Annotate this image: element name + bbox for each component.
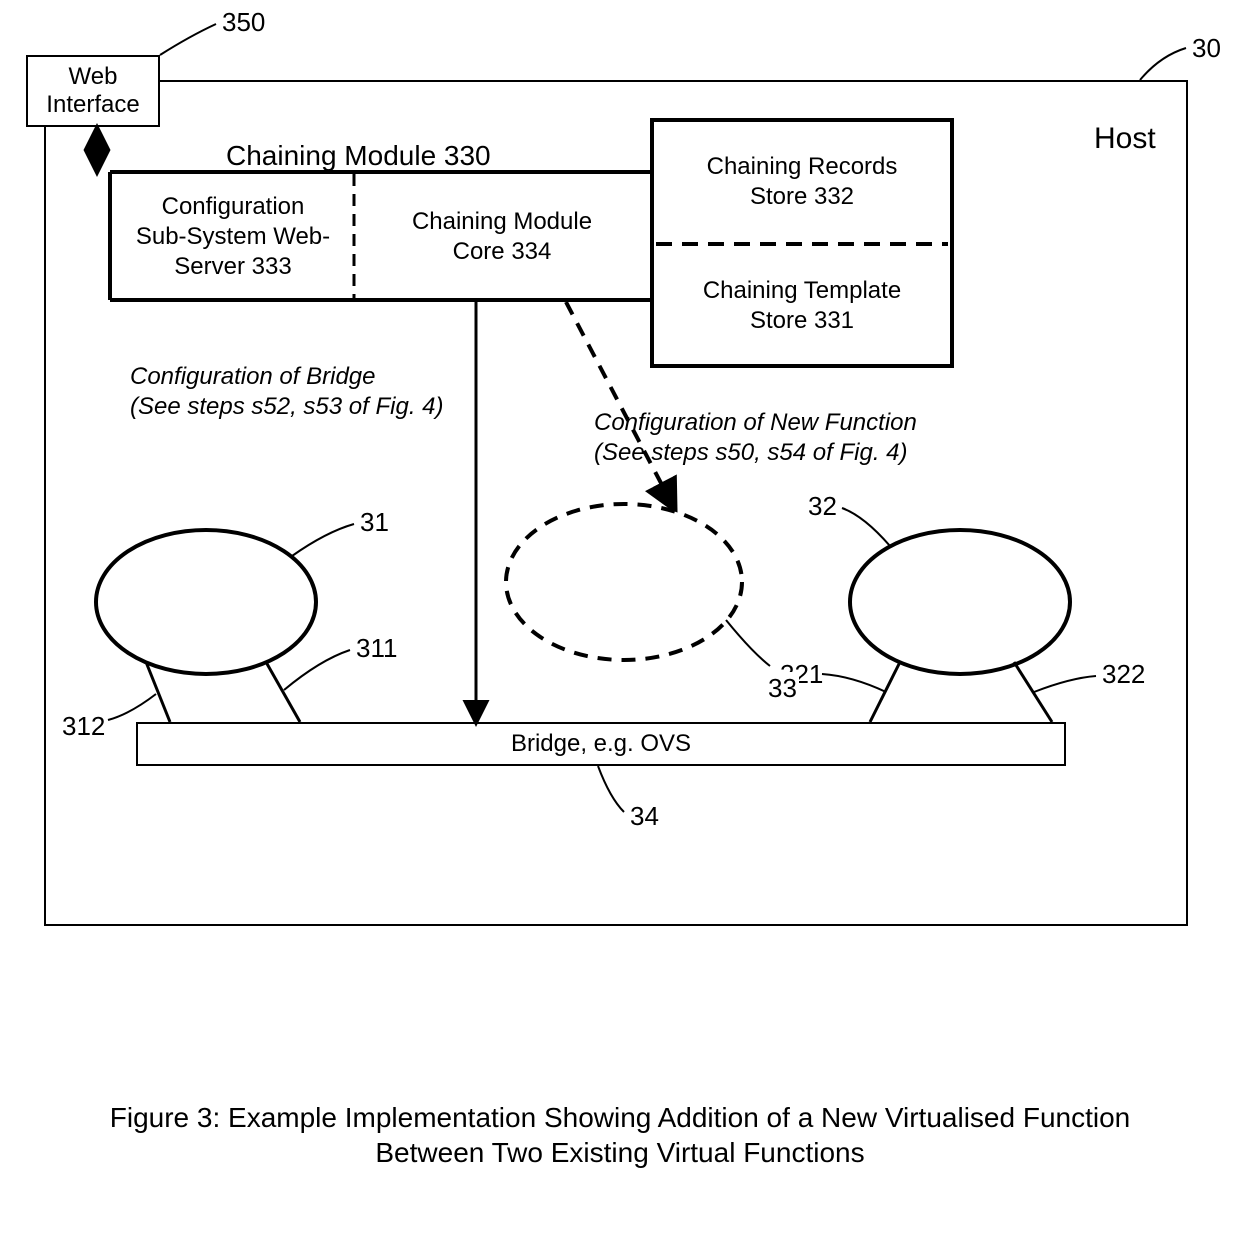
bridge-cfg-label: Configuration of Bridge (See steps s52, … (130, 362, 444, 422)
ref-350: 350 (222, 6, 265, 39)
newfn-cfg-label: Configuration of New Function (See steps… (594, 408, 917, 468)
ref-32: 32 (808, 490, 837, 523)
ref-34: 34 (630, 800, 659, 833)
template-line2: Store 331 (750, 307, 854, 334)
vf2-line1: Virtual (926, 558, 994, 585)
chaining-module-title: Chaining Module 330 (226, 138, 491, 173)
config-ws-line1: Configuration (162, 193, 305, 220)
vf3-line2: Virtual (590, 553, 658, 580)
vf1-text: Virtual Function VF1 (106, 548, 306, 656)
bridge-box: Bridge, e.g. OVS (136, 722, 1066, 766)
ref-33: 33 (766, 672, 799, 705)
vf1-line2: Function (160, 588, 252, 615)
ref-312: 312 (62, 710, 105, 743)
vf1-line3: VF1 (184, 618, 228, 645)
web-interface-line2: Interface (46, 91, 139, 118)
vf2-text: Virtual Function VF2 (860, 548, 1060, 656)
vf2-line2: Function (914, 588, 1006, 615)
host-label: Host (1094, 120, 1156, 158)
config-ws-line3: Server 333 (174, 253, 291, 280)
vf3-text: New Virtual Function VF3 (520, 514, 728, 650)
records-label: Chaining Records Store 332 (654, 124, 950, 240)
records-line2: Store 332 (750, 183, 854, 210)
newfn-cfg-line2: (See steps s50, s54 of Fig. 4) (594, 439, 908, 466)
core-line1: Chaining Module (412, 208, 592, 235)
vf3-line3: Function (578, 583, 670, 610)
template-line1: Chaining Template (703, 277, 901, 304)
ref-311: 311 (356, 632, 397, 665)
records-line1: Chaining Records (707, 153, 898, 180)
config-ws-line2: Sub-System Web- (136, 223, 330, 250)
figure-caption: Figure 3: Example Implementation Showing… (0, 1100, 1240, 1170)
ref-30: 30 (1192, 32, 1221, 65)
web-interface-box: Web Interface (26, 55, 160, 127)
newfn-cfg-line1: Configuration of New Function (594, 409, 917, 436)
web-interface-line1: Web (69, 63, 118, 90)
vf1-line1: Virtual (172, 558, 240, 585)
bridge-cfg-line2: (See steps s52, s53 of Fig. 4) (130, 393, 444, 420)
template-label: Chaining Template Store 331 (654, 248, 950, 364)
ref-31: 31 (360, 506, 389, 539)
ref-322: 322 (1102, 658, 1145, 691)
core-label: Chaining Module Core 334 (358, 178, 646, 296)
bridge-cfg-line1: Configuration of Bridge (130, 363, 375, 390)
core-line2: Core 334 (453, 238, 552, 265)
config-ws-label: Configuration Sub-System Web- Server 333 (112, 178, 354, 296)
bridge-label: Bridge, e.g. OVS (511, 730, 691, 758)
vf2-line3: VF2 (938, 618, 982, 645)
vf3-line4: VF3 (602, 613, 646, 640)
vf3-line1: New (600, 523, 648, 550)
